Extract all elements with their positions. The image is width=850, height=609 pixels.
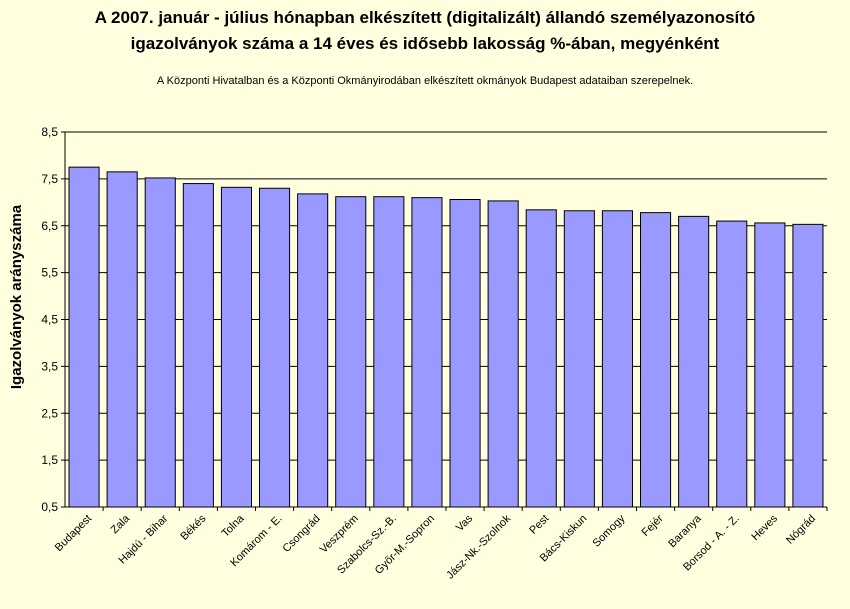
x-tick-label: Baranya: [666, 512, 704, 550]
y-axis-label: Igazolványok arányszáma: [8, 204, 25, 389]
x-tick-label: Somogy: [591, 512, 628, 549]
chart-title: A 2007. január - július hónapban elkészí…: [94, 8, 756, 27]
bars: [68, 166, 828, 511]
bar-12: [525, 209, 557, 508]
y-tick-label: 3,5: [41, 359, 58, 373]
x-tick-label: Fejér: [639, 512, 665, 538]
y-tick-label: 5,5: [41, 266, 58, 280]
x-tick-label: Vas: [454, 512, 476, 534]
bar-19: [792, 223, 824, 508]
y-tick-label: 1,5: [41, 453, 58, 467]
x-tick-label: Heves: [749, 512, 780, 543]
chart-subtitle: A Központi Hivatalban és a Központi Okmá…: [156, 75, 694, 87]
y-tick-label: 6,5: [41, 219, 58, 233]
bar-15: [640, 212, 672, 508]
y-tick-label: 2,5: [41, 406, 58, 420]
x-tick-label: Tolna: [219, 512, 247, 540]
bar-8: [373, 196, 405, 508]
bar-3: [182, 183, 214, 508]
x-tick-label: Budapest: [53, 513, 94, 554]
x-tick-label: Békés: [178, 512, 208, 542]
bar-16: [678, 215, 710, 508]
x-tick-label: Csongrád: [281, 513, 323, 555]
x-tick-label: Pest: [527, 513, 551, 537]
x-tick-label: Zala: [109, 512, 133, 536]
x-tick-label: Nógrád: [784, 513, 818, 547]
chart-title-line2: igazolványok száma a 14 éves és idősebb …: [130, 34, 720, 53]
bar-0: [68, 166, 100, 508]
bar-13: [563, 210, 595, 508]
y-tick-label: 7,5: [41, 172, 58, 186]
axes: [64, 132, 827, 508]
bar-9: [411, 197, 443, 508]
y-tick-label: 4,5: [41, 313, 58, 327]
bar-5: [259, 187, 291, 508]
bar-14: [601, 210, 633, 508]
bar-6: [297, 193, 329, 508]
bar-4: [220, 186, 252, 508]
bar-7: [335, 196, 367, 508]
bar-2: [144, 177, 176, 508]
bar-10: [449, 199, 481, 508]
bar-18: [754, 222, 786, 508]
bar-17: [716, 220, 748, 508]
x-tick-label: Jász-Nk.-Szolnok: [444, 512, 513, 581]
bar-11: [487, 200, 519, 508]
grid-lines: [61, 131, 827, 508]
y-tick-labels: 0,5 1,5 2,5 3,5 4,5 5,5 6,5 7,5 8,5: [41, 125, 58, 514]
y-tick-label: 0,5: [41, 500, 58, 514]
bar-1: [106, 171, 138, 508]
y-tick-label: 8,5: [41, 125, 58, 139]
